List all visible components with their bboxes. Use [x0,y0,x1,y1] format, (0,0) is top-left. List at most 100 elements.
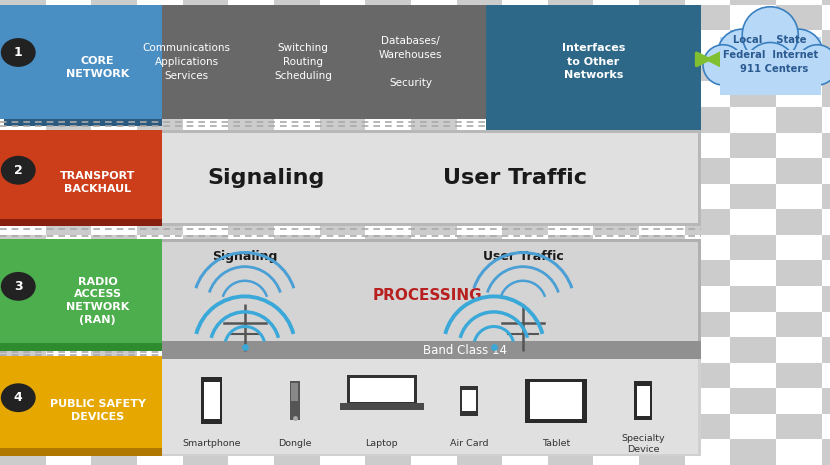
Bar [228,5,274,30]
Bar [320,133,365,158]
Bar [274,107,320,133]
Text: Air Card: Air Card [450,439,488,448]
Bar [593,388,639,414]
Bar [365,30,411,56]
Bar [730,235,776,260]
Bar [776,107,822,133]
Bar [822,439,830,465]
Bar [228,81,274,107]
Bar [525,379,588,423]
Bar [91,414,137,439]
Bar [502,184,548,209]
Bar [457,235,502,260]
Bar [730,133,776,158]
Bar [411,209,457,235]
Bar [822,414,830,439]
Ellipse shape [1,272,36,301]
Bar [457,260,502,286]
Bar [365,414,411,439]
Text: Local    State
Federal  Internet
  911 Centers: Local State Federal Internet 911 Centers [723,35,818,74]
Bar [137,312,183,337]
Bar [502,414,548,439]
Bar [457,184,502,209]
Bar [730,158,776,184]
Bar [183,388,228,414]
Bar [822,56,830,81]
Bar [593,133,639,158]
Ellipse shape [1,156,36,185]
Bar [593,337,639,363]
Bar [776,235,822,260]
Bar [411,184,457,209]
Ellipse shape [774,29,823,79]
Bar [502,337,548,363]
Bar [637,385,650,416]
Bar [137,337,183,363]
Bar [0,130,162,226]
Text: RADIO
ACCESS
NETWORK
(RAN): RADIO ACCESS NETWORK (RAN) [66,277,129,325]
Bar [274,133,320,158]
Bar [730,312,776,337]
Bar [548,312,593,337]
Bar [320,439,365,465]
Bar [639,209,685,235]
Bar [730,439,776,465]
Bar [593,30,639,56]
Bar [457,158,502,184]
Bar [320,158,365,184]
Bar [274,158,320,184]
Bar [228,30,274,56]
Bar [0,414,46,439]
Bar [137,414,183,439]
Bar [290,381,300,420]
Bar [183,5,228,30]
Bar [822,158,830,184]
Bar [457,0,502,5]
Bar [457,414,502,439]
Bar [0,356,162,456]
Bar [502,5,548,30]
Bar [593,286,639,312]
Bar [776,388,822,414]
Bar [593,81,639,107]
Text: Laptop: Laptop [365,439,398,448]
Bar [639,107,685,133]
Bar [411,56,457,81]
Text: TRANSPORT
BACKHAUL: TRANSPORT BACKHAUL [60,171,135,194]
Bar [91,56,137,81]
Bar [822,363,830,388]
Bar [0,388,46,414]
Bar [639,5,685,30]
Ellipse shape [742,7,798,63]
Bar [776,363,822,388]
Bar [730,337,776,363]
Bar [91,158,137,184]
Bar [593,260,639,286]
Bar [730,0,776,5]
Bar [685,184,730,209]
Bar [228,337,274,363]
Bar [822,81,830,107]
Bar [0,107,46,133]
Text: Signaling: Signaling [207,168,325,188]
Bar [548,414,593,439]
Bar [730,81,776,107]
Bar [162,130,701,226]
Bar [46,286,91,312]
Bar [365,388,411,414]
Bar [548,439,593,465]
Text: User Traffic: User Traffic [442,168,587,188]
Bar [548,286,593,312]
Bar [162,239,701,351]
Bar [639,0,685,5]
Bar [0,239,162,351]
Bar [4,117,162,126]
Bar [91,312,137,337]
Bar [228,158,274,184]
Bar [365,439,411,465]
Bar [137,81,183,107]
Bar [274,81,320,107]
Bar [46,363,91,388]
Bar [365,312,411,337]
Bar [776,30,822,56]
